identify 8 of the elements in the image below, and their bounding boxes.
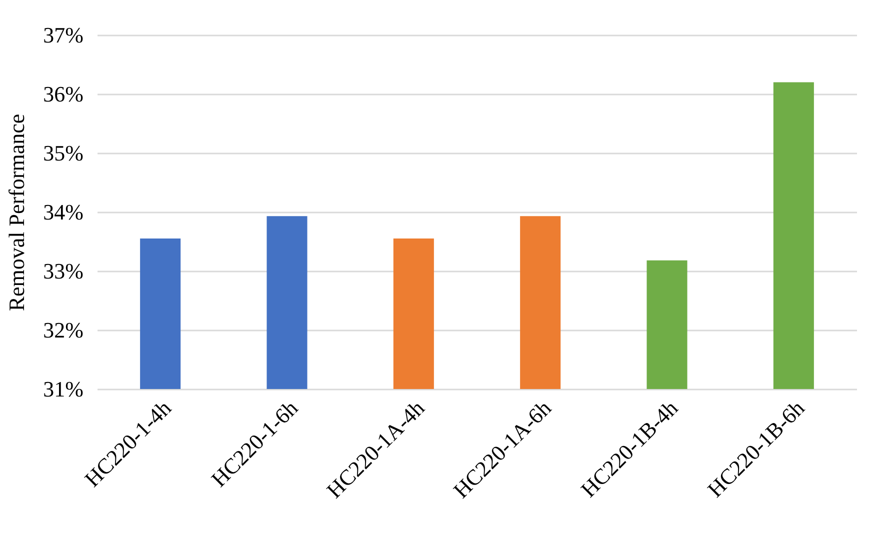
y-tick-label: 34% — [43, 200, 84, 224]
y-tick-label: 31% — [43, 376, 84, 402]
y-tick-label: 33% — [43, 258, 84, 284]
y-axis-title: Removal Performance — [4, 114, 30, 312]
y-tick-label: 37% — [43, 22, 84, 48]
y-tick-label: 36% — [43, 82, 84, 106]
y-tick-label: 32% — [43, 318, 84, 342]
y-tick-label: 35% — [43, 140, 84, 166]
